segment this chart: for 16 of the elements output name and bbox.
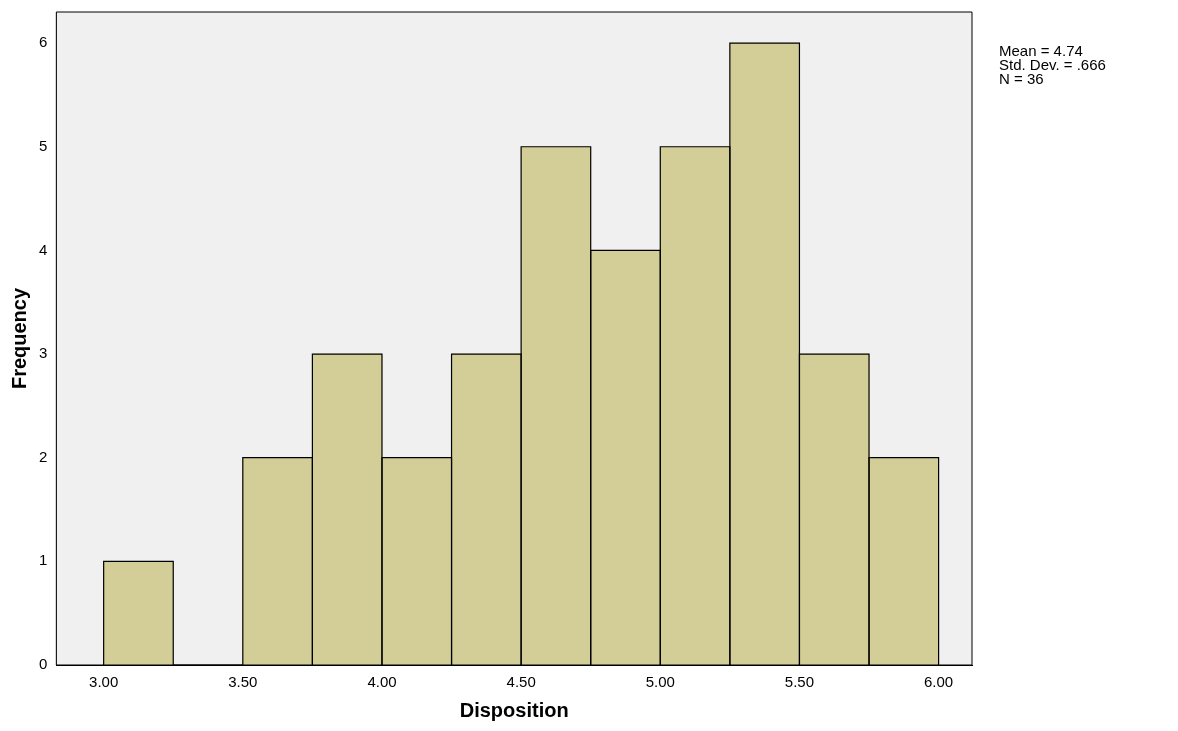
x-tick-label: 4.00 <box>367 673 397 691</box>
y-tick-label: 4 <box>39 240 48 258</box>
x-tick-label: 3.50 <box>228 673 258 691</box>
y-tick-label: 5 <box>39 136 48 154</box>
y-tick-label: 3 <box>39 344 48 362</box>
x-tick-label: 5.50 <box>784 673 815 691</box>
x-axis-title: Disposition <box>459 698 569 721</box>
y-tick-label: 2 <box>39 447 48 465</box>
x-tick-label: 3.00 <box>89 673 119 691</box>
y-axis-title: Frequency <box>7 287 30 390</box>
y-tick-label: 6 <box>39 33 48 51</box>
y-tick-label: 1 <box>39 551 48 569</box>
x-tick-label: 5.00 <box>645 673 675 691</box>
y-tick-label: 0 <box>39 655 48 673</box>
x-tick-label: 4.50 <box>506 673 536 691</box>
x-tick-label: 6.00 <box>924 673 954 691</box>
